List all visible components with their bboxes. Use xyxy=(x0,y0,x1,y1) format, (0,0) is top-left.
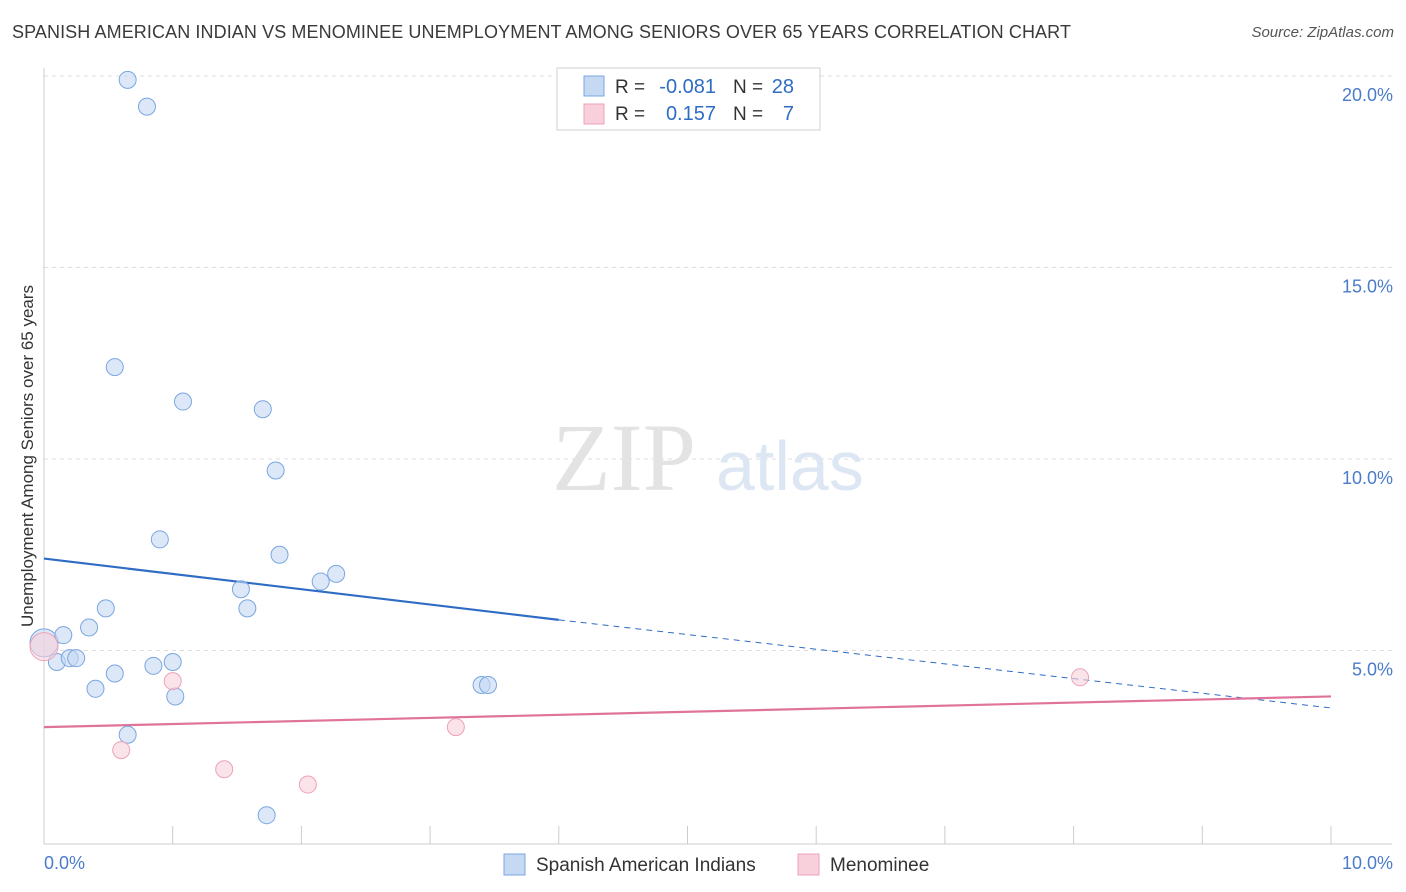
trend-line-0 xyxy=(43,557,559,621)
point-s0-8 xyxy=(105,664,124,683)
stats-r-label-1: R = xyxy=(615,104,645,125)
point-s1-4 xyxy=(298,775,317,794)
stats-r-label-0: R = xyxy=(615,77,645,98)
point-s0-20 xyxy=(253,400,272,419)
point-s1-0 xyxy=(29,632,59,662)
point-s1-5 xyxy=(446,718,465,737)
stats-swatch-pink xyxy=(583,103,605,125)
watermark: ZIP atlas xyxy=(552,404,864,511)
legend-swatch-spanish-american-indians xyxy=(503,853,526,876)
point-s0-21 xyxy=(257,806,276,825)
point-s0-15 xyxy=(163,652,182,671)
point-s0-23 xyxy=(270,545,289,564)
point-s0-10 xyxy=(105,358,124,377)
y-tick-label-3: 20.0% xyxy=(1342,85,1393,105)
y-axis-label: Unemployment Among Seniors over 65 years xyxy=(18,285,37,627)
point-s0-7 xyxy=(96,599,115,618)
y-tick-labels: 5.0% 10.0% 15.0% 20.0% xyxy=(1342,85,1393,680)
data-points xyxy=(29,70,1090,825)
stats-n-label-1: N = xyxy=(733,104,763,125)
stats-swatch-blue xyxy=(583,75,605,97)
trend-extension-0 xyxy=(558,619,1332,709)
point-s0-18 xyxy=(231,580,250,599)
point-s0-22 xyxy=(266,461,285,480)
point-s0-24 xyxy=(311,572,330,591)
legend-label-spanish-american-indians: Spanish American Indians xyxy=(536,855,756,876)
point-s0-9 xyxy=(118,725,137,744)
y-tick-label-0: 5.0% xyxy=(1352,660,1393,680)
point-s0-4 xyxy=(67,649,86,668)
point-s1-3 xyxy=(215,760,234,779)
point-s0-16 xyxy=(166,687,185,706)
point-s1-2 xyxy=(163,672,182,691)
point-s1-1 xyxy=(112,741,131,760)
point-s0-25 xyxy=(327,564,346,583)
grid-lines xyxy=(44,75,1392,651)
stats-legend: R = -0.081 N = 28 R = 0.157 N = 7 xyxy=(556,67,821,131)
watermark-atlas: atlas xyxy=(716,427,864,505)
point-s0-14 xyxy=(150,530,169,549)
point-s0-12 xyxy=(137,97,156,116)
legend-label-menominee: Menominee xyxy=(830,855,929,876)
point-s0-13 xyxy=(144,656,163,675)
chart-title: SPANISH AMERICAN INDIAN VS MENOMINEE UNE… xyxy=(12,22,1072,42)
point-s0-17 xyxy=(173,392,192,411)
legend-swatch-menominee xyxy=(797,853,820,876)
point-s0-19 xyxy=(238,599,257,618)
y-tick-label-2: 15.0% xyxy=(1342,277,1393,297)
point-s0-5 xyxy=(80,618,99,637)
point-s0-27 xyxy=(479,675,498,694)
x-tick-min: 0.0% xyxy=(44,853,85,873)
axes xyxy=(43,68,1392,845)
point-s0-6 xyxy=(86,679,105,698)
trend-line-1 xyxy=(43,695,1332,729)
trend-lines xyxy=(43,557,1332,729)
y-tick-label-1: 10.0% xyxy=(1342,468,1393,488)
watermark-zip: ZIP xyxy=(552,404,696,511)
source-label: Source: ZipAtlas.com xyxy=(1251,24,1394,41)
point-s1-6 xyxy=(1071,668,1090,687)
point-s0-11 xyxy=(118,70,137,89)
point-s0-2 xyxy=(54,626,73,645)
stats-n-label-0: N = xyxy=(733,77,763,98)
stats-n-value-1: 7 xyxy=(783,103,794,125)
stats-r-value-0: -0.081 xyxy=(659,76,716,98)
stats-r-value-1: 0.157 xyxy=(666,103,716,125)
series-legend: Spanish American Indians Menominee xyxy=(503,853,929,876)
x-tick-max: 10.0% xyxy=(1342,853,1393,873)
stats-n-value-0: 28 xyxy=(772,76,794,98)
